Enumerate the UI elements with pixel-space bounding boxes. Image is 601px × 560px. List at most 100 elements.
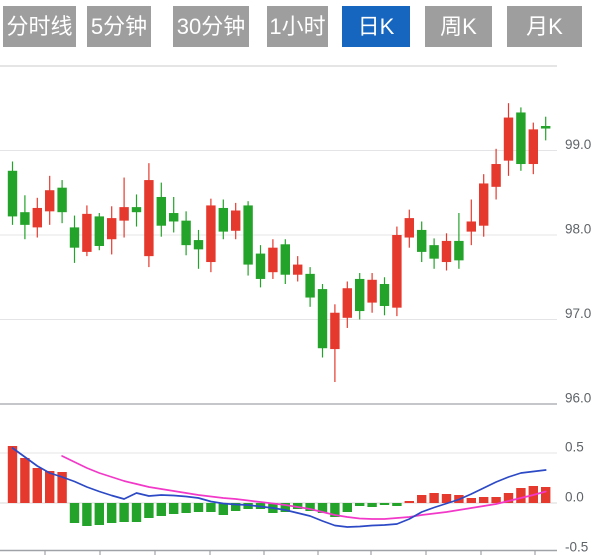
svg-text:97.0: 97.0: [565, 306, 591, 321]
candle-body: [491, 164, 501, 187]
candle-body: [243, 205, 253, 265]
macd-bar: [45, 471, 55, 503]
macd-bar: [491, 497, 501, 503]
macd-bar: [32, 468, 42, 503]
svg-text:0.5: 0.5: [565, 440, 584, 455]
svg-text:0.0: 0.0: [565, 490, 584, 505]
candle-body: [57, 187, 67, 213]
macd-bar: [379, 503, 390, 505]
macd-bar: [119, 503, 129, 522]
candle-body: [379, 284, 390, 306]
macd-bar: [82, 503, 92, 526]
svg-text:98.0: 98.0: [565, 222, 591, 237]
tab-30min[interactable]: 30分钟: [173, 6, 249, 47]
svg-text:96.0: 96.0: [565, 391, 591, 406]
macd-bar: [429, 493, 439, 503]
candle-body: [268, 247, 278, 273]
macd-bar: [466, 498, 476, 503]
macd-bar: [404, 501, 414, 503]
macd-bar: [293, 503, 303, 509]
candle-body: [479, 183, 489, 226]
macd-bar: [367, 503, 377, 507]
macd-bar: [218, 503, 228, 515]
macd-bar: [330, 503, 340, 517]
svg-text:-0.5: -0.5: [565, 540, 588, 555]
macd-bar: [243, 503, 253, 509]
macd-y-axis-labels: 0.5 0.0 -0.5: [565, 440, 588, 555]
candle-body: [392, 235, 402, 308]
macd-bar: [144, 503, 154, 518]
macd-bar: [7, 446, 18, 503]
candle-body: [317, 289, 328, 349]
tab-5min[interactable]: 5分钟: [87, 6, 151, 47]
macd-bar: [417, 495, 427, 503]
macd-bar: [392, 503, 402, 506]
macd-bar: [107, 503, 117, 523]
candle-body: [94, 216, 104, 246]
macd-bar: [503, 493, 514, 503]
kline-chart-svg: 99.0 98.0 97.0 96.0 0.5 0.0 -0.5: [0, 65, 591, 555]
macd-bar: [20, 458, 30, 503]
tab-1hour[interactable]: 1小时: [267, 6, 328, 47]
candle-body: [466, 221, 476, 232]
candle-body: [82, 213, 92, 252]
candle-body: [107, 218, 117, 240]
macd-bar: [181, 503, 191, 513]
dea-line: [61, 455, 547, 520]
macd-bar: [156, 503, 166, 516]
candle-body: [69, 227, 80, 248]
macd-bar: [441, 494, 452, 503]
candle-body: [516, 112, 526, 165]
candle-body: [231, 210, 241, 231]
candle-body: [528, 129, 538, 165]
tab-weekly-k[interactable]: 周K: [425, 6, 492, 47]
tab-time-line[interactable]: 分时线: [3, 6, 76, 47]
tab-bar: 分时线 5分钟 30分钟 1小时 日K 周K 月K: [3, 6, 582, 47]
macd-bar: [479, 497, 489, 503]
macd-bar: [516, 488, 526, 503]
candle-body: [330, 312, 340, 350]
tab-monthly-k[interactable]: 月K: [507, 6, 582, 47]
candle-body: [404, 218, 414, 238]
price-gridlines: [0, 150, 557, 320]
macd-bar: [193, 503, 204, 512]
candle-body: [144, 180, 154, 257]
macd-bar: [231, 503, 241, 511]
macd-histogram-group: [7, 446, 551, 526]
macd-bar: [317, 503, 328, 513]
macd-bar: [305, 503, 315, 511]
candle-body: [181, 220, 191, 246]
macd-bar: [169, 503, 179, 514]
macd-bar: [541, 487, 551, 503]
candle-body: [169, 213, 179, 222]
macd-bar: [355, 503, 365, 506]
candle-body: [131, 207, 142, 213]
candle-body: [7, 170, 18, 217]
candle-body: [503, 117, 514, 161]
candle-body: [441, 240, 452, 263]
svg-text:99.0: 99.0: [565, 137, 591, 152]
candles-group: [7, 103, 551, 383]
kline-chart[interactable]: 99.0 98.0 97.0 96.0 0.5 0.0 -0.5: [0, 55, 601, 555]
candle-body: [32, 207, 42, 228]
candle-body: [20, 212, 30, 225]
candle-body: [454, 240, 464, 261]
macd-bar: [280, 503, 290, 512]
candle-body: [206, 205, 216, 263]
candle-body: [218, 207, 228, 232]
macd-bar: [69, 503, 80, 523]
candle-body: [156, 196, 166, 226]
candle-body: [342, 288, 352, 318]
x-axis-ticks: [44, 550, 536, 555]
candle-body: [293, 264, 303, 275]
macd-bar: [94, 503, 104, 525]
candle-body: [193, 240, 204, 250]
candle-body: [541, 125, 551, 129]
candle-body: [45, 190, 55, 212]
tab-daily-k[interactable]: 日K: [342, 6, 410, 47]
macd-bar: [206, 503, 216, 512]
candle-body: [355, 278, 365, 312]
candle-body: [417, 229, 427, 252]
candle-body: [429, 245, 439, 259]
price-y-axis-labels: 99.0 98.0 97.0 96.0: [565, 137, 591, 406]
